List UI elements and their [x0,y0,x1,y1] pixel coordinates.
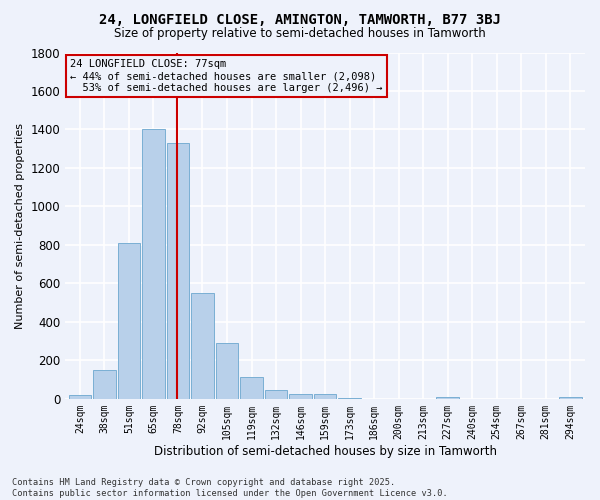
Bar [559,397,581,399]
Bar [167,143,189,399]
Y-axis label: Number of semi-detached properties: Number of semi-detached properties [15,122,25,328]
Text: Size of property relative to semi-detached houses in Tamworth: Size of property relative to semi-detach… [114,28,486,40]
Bar [314,394,337,399]
Bar [191,293,214,399]
Bar [436,397,459,399]
Bar [265,390,287,399]
Text: 24, LONGFIELD CLOSE, AMINGTON, TAMWORTH, B77 3BJ: 24, LONGFIELD CLOSE, AMINGTON, TAMWORTH,… [99,12,501,26]
X-axis label: Distribution of semi-detached houses by size in Tamworth: Distribution of semi-detached houses by … [154,444,497,458]
Bar [93,370,116,399]
Text: Contains HM Land Registry data © Crown copyright and database right 2025.
Contai: Contains HM Land Registry data © Crown c… [12,478,448,498]
Bar [289,394,312,399]
Bar [142,130,165,399]
Text: 24 LONGFIELD CLOSE: 77sqm
← 44% of semi-detached houses are smaller (2,098)
  53: 24 LONGFIELD CLOSE: 77sqm ← 44% of semi-… [70,60,383,92]
Bar [338,398,361,399]
Bar [216,343,238,399]
Bar [240,376,263,399]
Bar [118,243,140,399]
Bar [68,395,91,399]
